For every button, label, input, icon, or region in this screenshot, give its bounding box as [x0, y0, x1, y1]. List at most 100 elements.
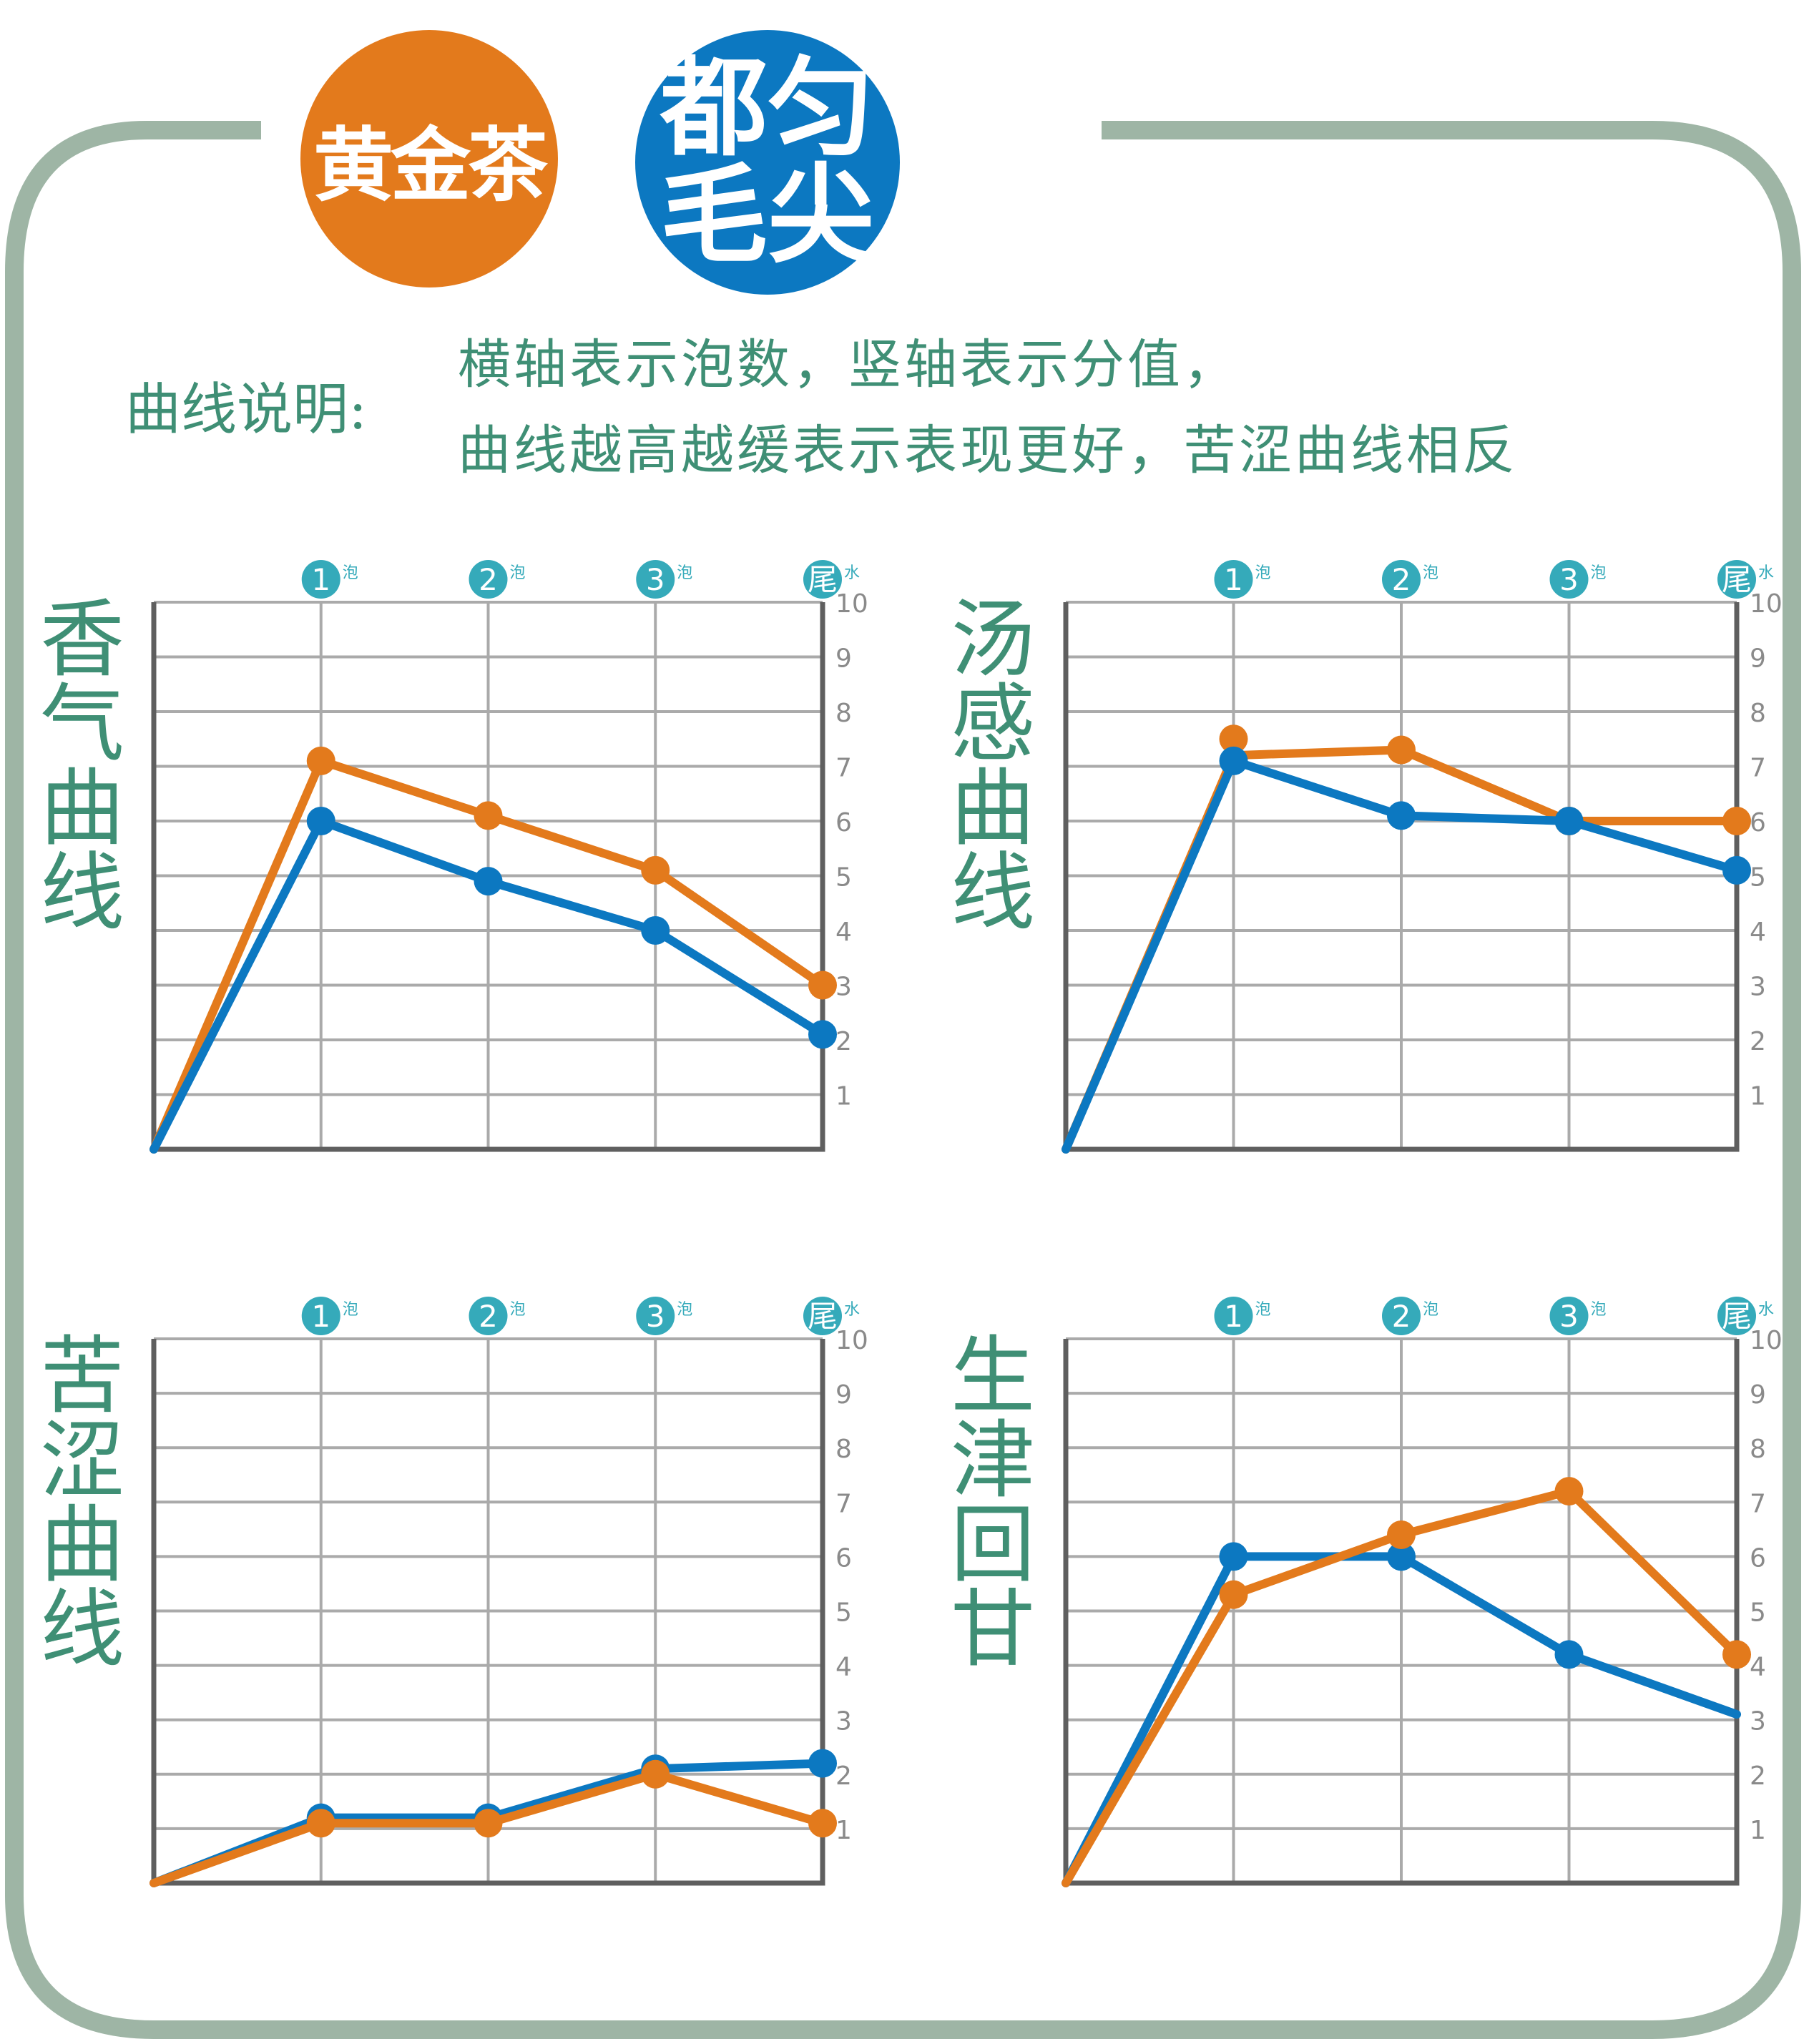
x-marker-number: 尾 — [1722, 562, 1752, 597]
y-tick-label: 4 — [1750, 918, 1766, 947]
x-marker-circle — [1214, 560, 1253, 599]
x-marker-circle — [1382, 560, 1421, 599]
series-point-blue — [808, 1020, 837, 1049]
y-tick-label: 9 — [835, 1380, 852, 1410]
x-marker-circle — [301, 1297, 340, 1335]
x-marker-number: 3 — [646, 562, 665, 597]
chart-title-aftertaste: 生津回甘 — [943, 1334, 1043, 1671]
y-tick-label: 9 — [1750, 1380, 1766, 1410]
series-point-blue — [1722, 855, 1751, 885]
y-tick-label: 4 — [835, 918, 852, 947]
y-tick-label: 5 — [835, 863, 852, 893]
badge-blue-char: 都 — [660, 46, 768, 171]
x-marker-number: 1 — [1224, 1299, 1243, 1334]
x-marker-suffix: 泡 — [510, 564, 526, 582]
chart-title-char: 生 — [950, 1327, 1035, 1425]
y-tick-label: 1 — [1750, 1082, 1766, 1111]
series-point-orange — [1722, 807, 1751, 835]
series-point-orange — [1219, 1580, 1248, 1609]
series-point-blue — [1387, 801, 1416, 830]
x-marker-circle — [1549, 560, 1589, 599]
y-tick-label: 7 — [835, 1489, 852, 1518]
y-tick-label: 10 — [835, 589, 868, 619]
y-tick-label: 8 — [1750, 1435, 1766, 1464]
x-marker-suffix: 水 — [844, 1301, 860, 1319]
x-marker-number: 1 — [311, 562, 330, 597]
y-tick-label: 7 — [1750, 754, 1766, 783]
y-tick-label: 1 — [835, 1816, 852, 1845]
x-marker-suffix: 泡 — [1591, 1301, 1607, 1319]
series-point-blue — [1554, 1640, 1584, 1669]
x-marker-number: 1 — [1224, 562, 1243, 597]
x-marker-circle — [636, 1297, 675, 1335]
badge-gold-label: 黄金茶 — [313, 119, 548, 212]
series-point-blue — [1387, 1542, 1416, 1571]
gridlines — [154, 1337, 823, 1883]
series-point-orange — [641, 855, 670, 885]
series-point-orange — [1722, 1640, 1751, 1669]
legend-line-1: 横轴表示泡数，竖轴表示分值， — [458, 334, 1239, 395]
series-point-blue — [306, 807, 335, 835]
plot-axes — [151, 1339, 825, 1886]
x-marker-suffix: 泡 — [1423, 1301, 1438, 1319]
y-tick-label: 7 — [1750, 1489, 1766, 1518]
chart-title-char: 涩 — [39, 1411, 124, 1510]
x-marker-number: 2 — [1392, 562, 1411, 597]
chart-title-char: 线 — [39, 843, 124, 942]
chart-title-liquor: 汤感曲线 — [943, 597, 1043, 935]
x-marker-circle — [1717, 1297, 1756, 1335]
y-tick-label: 3 — [1750, 973, 1766, 1002]
x-marker-suffix: 泡 — [1255, 1301, 1271, 1319]
y-tick-label: 3 — [835, 1707, 852, 1736]
y-tick-label: 10 — [1750, 589, 1783, 619]
chart-title-char: 线 — [39, 1580, 124, 1679]
series-point-orange — [474, 801, 503, 830]
y-tick-label: 6 — [1750, 808, 1766, 837]
chart-title-char: 香 — [39, 590, 124, 689]
x-marker-suffix: 泡 — [343, 1301, 358, 1319]
chart-title-char: 甘 — [950, 1580, 1035, 1679]
x-marker-circle — [469, 1297, 508, 1335]
series-point-orange — [474, 1809, 503, 1838]
y-tick-label: 1 — [1750, 1816, 1766, 1845]
y-tick-label: 2 — [1750, 1762, 1766, 1791]
series-point-blue — [641, 916, 670, 945]
chart-title-char: 曲 — [39, 759, 124, 858]
series-point-orange — [641, 1759, 670, 1789]
x-marker-circle — [1549, 1297, 1589, 1335]
series-point-orange — [306, 746, 335, 775]
y-tick-label: 5 — [1750, 1598, 1766, 1628]
series-point-blue — [474, 867, 503, 896]
series-point-blue — [1554, 807, 1584, 835]
series-point-orange — [306, 1809, 335, 1838]
x-marker-suffix: 水 — [1758, 1301, 1774, 1319]
y-tick-label: 6 — [1750, 1543, 1766, 1573]
x-marker-suffix: 泡 — [510, 1301, 526, 1319]
y-tick-label: 2 — [835, 1762, 852, 1791]
y-tick-label: 9 — [1750, 644, 1766, 674]
series-point-orange — [1387, 1520, 1416, 1549]
y-tick-label: 10 — [835, 1326, 868, 1355]
chart-title-char: 曲 — [950, 759, 1035, 858]
series-point-orange — [1387, 735, 1416, 765]
x-marker-suffix: 泡 — [677, 564, 692, 582]
y-tick-label: 8 — [835, 699, 852, 728]
x-marker-number: 3 — [646, 1299, 665, 1334]
chart-title-char: 汤 — [950, 590, 1035, 689]
y-tick-label: 7 — [835, 754, 852, 783]
badge-blue-char: 尖 — [768, 154, 876, 278]
chart-title-char: 曲 — [39, 1495, 124, 1594]
x-marker-circle — [636, 560, 675, 599]
chart-title-char: 感 — [950, 674, 1035, 773]
y-tick-label: 6 — [835, 1543, 852, 1573]
badge-gold-tea: 黄金茶 — [300, 30, 558, 288]
x-marker-suffix: 泡 — [343, 564, 358, 582]
series-point-orange — [1554, 1477, 1584, 1506]
x-marker-number: 3 — [1559, 562, 1579, 597]
x-marker-suffix: 水 — [1758, 564, 1774, 582]
